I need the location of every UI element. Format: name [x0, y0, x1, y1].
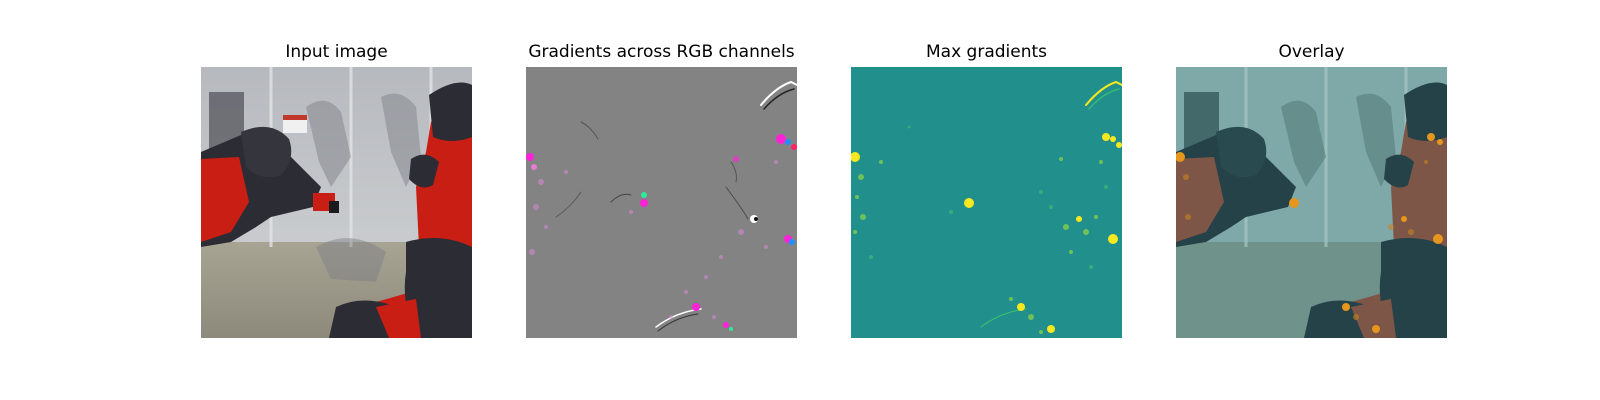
panel-title: Overlay	[1176, 42, 1447, 62]
panel-title: Input image	[201, 42, 472, 62]
panel-input-image: Input image	[201, 0, 472, 400]
max-gradient-image	[851, 67, 1122, 338]
panel-max-gradients: Max gradients	[851, 0, 1122, 400]
panel-title: Gradients across RGB channels	[526, 42, 797, 62]
panel-overlay: Overlay	[1176, 0, 1447, 400]
panel-rgb-gradients: Gradients across RGB channels	[526, 0, 797, 400]
panel-title: Max gradients	[851, 42, 1122, 62]
overlay-image	[1176, 67, 1447, 338]
rgb-gradient-image	[526, 67, 797, 338]
input-image	[201, 67, 472, 338]
